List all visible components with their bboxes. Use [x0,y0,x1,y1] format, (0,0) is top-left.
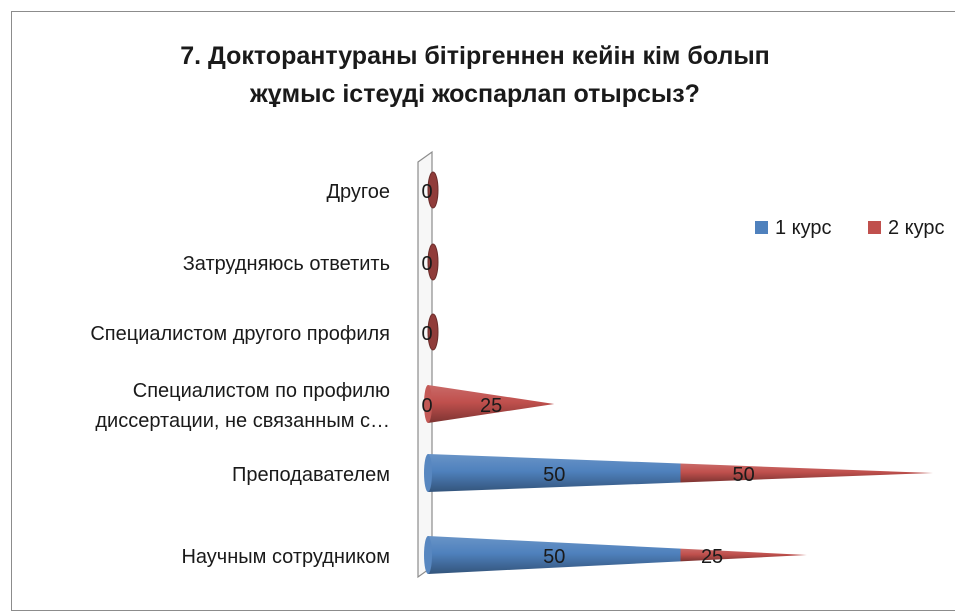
legend-swatch [868,221,881,234]
category-label: Затрудняюсь ответить [183,253,390,275]
data-label: 0 [421,253,432,275]
data-label: 25 [701,546,723,568]
cone-segment-2-курс [428,385,555,423]
cone-segment-2-курс [680,463,933,483]
data-label: 0 [421,395,432,417]
category-label: Другое [326,181,390,203]
chart-title-line-1: 7. Докторантураны бітіргеннен кейін кім … [180,42,770,70]
cone-segment-1-курс [428,536,681,574]
data-label: 50 [543,546,565,568]
category-label: Специалистом другого профиля [90,323,390,345]
cone-base-cap [424,385,432,423]
cone-segment-2-курс [680,548,807,562]
data-label: 50 [733,464,755,486]
cone-base-cap [424,536,432,574]
cone-base-cap [424,454,432,492]
category-label: Преподавателем [232,464,390,486]
data-label: 50 [543,464,565,486]
legend-label: 2 курс [888,217,945,239]
category-label: диссертации, не связанным с… [95,410,390,432]
cone-segment-1-курс [428,454,681,492]
cone-zero-stub [427,313,439,351]
legend-swatch [755,221,768,234]
data-label: 25 [480,395,502,417]
cone-zero-stub [427,243,439,281]
cone-zero-stub [427,171,439,209]
category-label: Специалистом по профилю [133,380,390,402]
plot-area: 50 25 Научным сотрудником 50 50 Преподавателе… [90,150,945,579]
legend-label: 1 курс [775,217,832,239]
data-label: 0 [421,323,432,345]
data-label: 0 [421,181,432,203]
category-axis-wall [417,150,433,579]
category-label: Научным сотрудником [181,546,390,568]
chart-title-line-2: жұмыс істеуді жоспарлап отырсыз? [250,80,700,108]
chart: 7. Докторантураны бітіргеннен кейін кім … [11,11,955,611]
